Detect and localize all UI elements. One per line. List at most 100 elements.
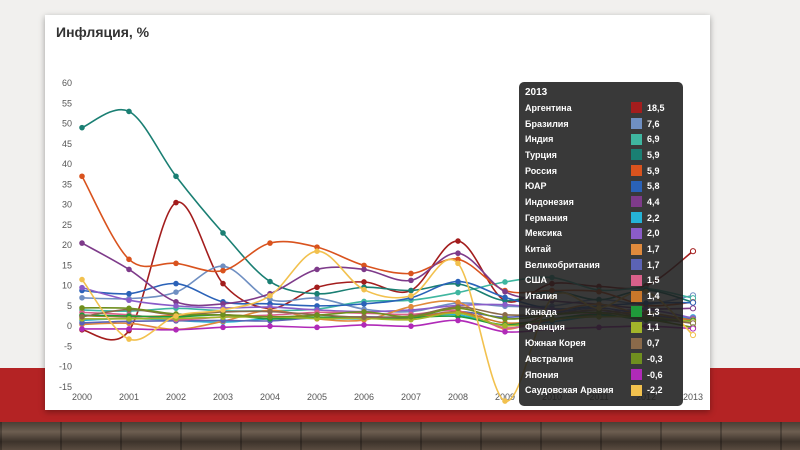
data-point [455, 310, 461, 316]
data-point [455, 260, 461, 267]
data-point [314, 284, 320, 291]
y-tick-label: -5 [64, 341, 72, 351]
data-point [502, 398, 508, 404]
tooltip-swatch [631, 243, 642, 255]
data-point [361, 286, 367, 293]
data-point [126, 305, 132, 312]
x-tick-label: 2004 [260, 392, 280, 402]
tooltip-value: 1,4 [647, 291, 660, 302]
data-point [455, 305, 461, 312]
tooltip-swatch [631, 369, 642, 381]
tooltip-row: Саудовская Аравия -2,2 [525, 382, 677, 398]
tooltip-swatch [631, 133, 642, 145]
tooltip-value: 2,0 [647, 228, 660, 239]
tooltip-country: ЮАР [525, 181, 547, 192]
tooltip-swatch [631, 180, 642, 192]
tooltip-row: Россия 5,9 [525, 163, 677, 179]
data-point [314, 248, 320, 255]
data-point [220, 324, 226, 331]
data-point [689, 299, 697, 306]
tooltip-country: Россия [525, 165, 557, 176]
tooltip-value: 1,1 [647, 322, 660, 333]
data-point [267, 314, 273, 320]
data-point [408, 323, 414, 329]
tooltip-row: Индия 6,9 [525, 131, 677, 147]
data-point [173, 289, 179, 295]
tooltip-value: 5,9 [647, 149, 660, 160]
tooltip-country: Аргентина [525, 102, 572, 113]
data-point [173, 326, 179, 333]
tooltip-row: Бразилия 7,6 [525, 116, 677, 132]
tooltip-value: 1,3 [647, 306, 660, 317]
data-point [455, 317, 461, 324]
tooltip-value: 6,9 [647, 134, 660, 145]
data-point [314, 324, 320, 331]
data-point [126, 326, 132, 332]
tooltip-row: Южная Корея 0,7 [525, 335, 677, 351]
tooltip-country: Китай [525, 244, 551, 255]
tooltip-row: Аргентина 18,5 [525, 100, 677, 116]
tooltip-country: Бразилия [525, 118, 569, 129]
chart-title: Инфляция, % [56, 24, 150, 40]
data-point [455, 238, 461, 244]
x-tick-label: 2007 [401, 392, 421, 402]
data-point [79, 284, 85, 291]
x-tick-label: 2001 [119, 392, 139, 402]
data-point [502, 329, 508, 335]
data-point [502, 316, 508, 322]
tooltip-row: Индонезия 4,4 [525, 194, 677, 210]
tooltip-country: Франция [525, 322, 565, 333]
data-point [220, 267, 226, 274]
tooltip-row: Германия 2,2 [525, 210, 677, 226]
data-point [173, 313, 179, 319]
tooltip-row: Мексика 2,0 [525, 226, 677, 242]
x-tick-label: 2008 [448, 392, 468, 402]
data-point [408, 277, 414, 284]
tooltip-row: Китай 1,7 [525, 241, 677, 257]
chart-card: 60 55 50 45 40 35 30 25 20 15 10 5 0 -5 -10 -15 2000 2001… [45, 15, 710, 410]
x-tick-label: 2003 [213, 392, 233, 402]
tooltip-row: Канада 1,3 [525, 304, 677, 320]
tooltip-country: Австралия [525, 353, 574, 364]
tooltip-country: Германия [525, 212, 568, 223]
y-tick-label: 30 [62, 200, 72, 210]
data-point [502, 301, 508, 308]
data-point [455, 250, 461, 257]
data-point [79, 305, 85, 311]
data-point [220, 263, 226, 269]
tooltip-country: Великобритания [525, 259, 600, 270]
tooltip-country: Турция [525, 149, 557, 160]
data-point [689, 305, 697, 312]
data-point [361, 301, 367, 307]
tooltip-swatch [631, 337, 642, 349]
tooltip-country: Индонезия [525, 196, 574, 207]
x-tick-label: 2013 [683, 392, 703, 402]
data-point [79, 276, 85, 283]
tooltip-swatch [631, 353, 642, 365]
tooltip-country: США [525, 275, 548, 286]
data-point [126, 297, 132, 304]
y-tick-label: 60 [62, 78, 72, 88]
data-point [267, 308, 273, 315]
data-point [173, 303, 179, 309]
background-bricks [0, 422, 800, 450]
data-point [361, 314, 367, 321]
data-point [455, 289, 461, 296]
data-point [502, 288, 508, 295]
data-point [173, 199, 179, 206]
y-tick-label: 55 [62, 98, 72, 108]
tooltip-value: 1,7 [647, 244, 660, 255]
tooltip-value: 1,5 [647, 275, 660, 286]
y-tick-label: 0 [67, 321, 72, 331]
data-point [267, 278, 273, 285]
data-point [126, 266, 132, 273]
x-tick-label: 2006 [354, 392, 374, 402]
tooltip-swatch [631, 165, 642, 177]
tooltip-value: 1,7 [647, 259, 660, 270]
tooltip-value: 5,9 [647, 165, 660, 176]
data-point [126, 336, 132, 342]
data-point [408, 314, 414, 320]
tooltip-value: -2,2 [647, 385, 663, 396]
tooltip-value: 5,8 [647, 181, 660, 192]
tooltip-row: США 1,5 [525, 273, 677, 289]
